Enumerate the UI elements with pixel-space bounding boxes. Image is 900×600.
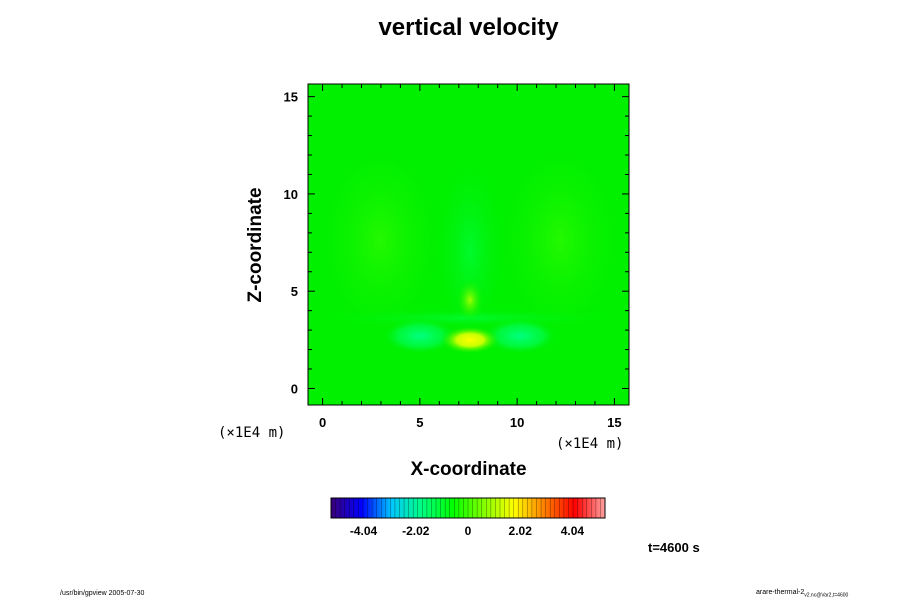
axis-tick-labels: 0 5 10 15 0 5 10 15 (284, 90, 622, 430)
downdraft-core-upper (432, 150, 508, 350)
colorbar-tick-label: -2.02 (402, 524, 430, 538)
upper-lobe-right (490, 130, 629, 350)
colorbar-lines (335, 498, 601, 518)
footer-left: /usr/bin/gpview 2005-07-30 (60, 590, 145, 597)
y-units-label: (×1E4 m) (218, 425, 286, 441)
colorbar-tick-label: 4.04 (561, 524, 585, 538)
plot-frame (307, 83, 630, 406)
footer-right-sub: v2.nc@Var2,t=4600 (804, 592, 849, 599)
time-label: t=4600 s (648, 540, 700, 555)
upper-lobe-left (310, 130, 450, 350)
x-tick-label: 0 (319, 415, 326, 430)
x-tick-label: 15 (607, 415, 621, 430)
footer-right-main: arare-thermal-2 (756, 589, 805, 596)
colorbar-ticks: -4.04 -2.02 0 2.02 4.04 (350, 524, 585, 538)
x-tick-label: 5 (416, 415, 423, 430)
y-axis-label: Z-coordinate (245, 187, 266, 303)
heatmap-field (308, 84, 629, 405)
updraft-secondary (456, 278, 484, 322)
footer-right: arare-thermal-2v2.nc@Var2,t=4600 (756, 589, 848, 598)
y-tick-label: 5 (291, 284, 298, 299)
y-tick-label: 15 (284, 90, 298, 105)
updraft-core (440, 326, 500, 354)
downdraft-right (482, 318, 558, 354)
x-tick-label: 10 (510, 415, 524, 430)
colorbar-tick-label: 2.02 (509, 524, 533, 538)
colorbar-tick-label: -4.04 (350, 524, 378, 538)
y-tick-label: 0 (291, 381, 298, 396)
colorbar-tick-label: 0 (465, 524, 472, 538)
x-units-label: (×1E4 m) (556, 436, 624, 452)
chart-title: vertical velocity (378, 14, 559, 41)
downdraft-left (382, 318, 458, 354)
x-axis-label: X-coordinate (410, 459, 527, 480)
axis-ticks (308, 84, 629, 405)
y-tick-label: 10 (284, 187, 298, 202)
